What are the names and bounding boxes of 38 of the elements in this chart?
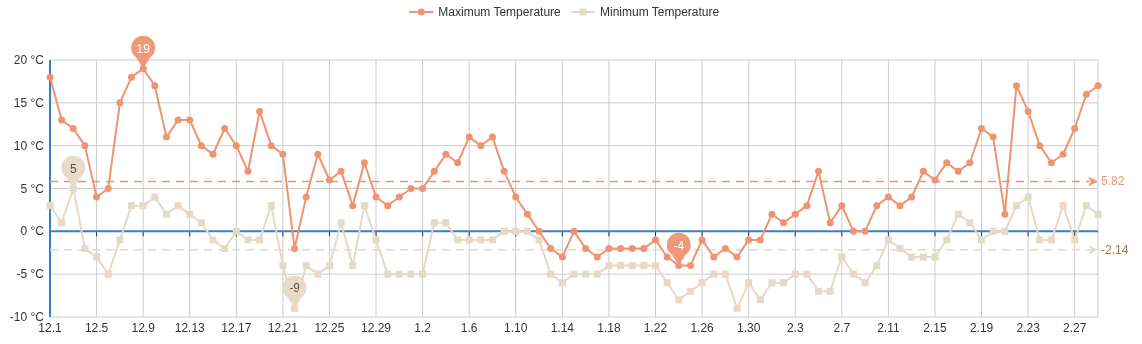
x-tick-label: 1.18 [597,321,621,335]
x-tick-label: 2.15 [923,321,947,335]
x-tick-label: 2.7 [833,321,851,335]
x-tick-label: 12.5 [84,321,109,335]
y-tick-label: -10 °C [9,310,45,324]
ref-line-label: 5.82 [1101,174,1125,189]
annotation: -4 [673,238,685,253]
x-tick-label: 12.25 [314,321,345,335]
annotation: 19 [136,41,151,56]
x-tick-label: 1.22 [643,321,668,335]
x-tick-label: 1.14 [550,321,575,335]
annotation: 5 [69,161,77,176]
x-tick-label: 2.27 [1063,321,1087,335]
x-tick-label: 12.13 [174,321,206,335]
x-tick-label: 12.9 [131,321,156,335]
x-tick-label: 1.2 [414,321,432,335]
x-tick-label: 1.10 [504,321,528,335]
x-tick-label: 1.6 [460,321,478,335]
x-tick-label: 1.30 [736,321,761,335]
x-tick-label: 2.19 [969,321,994,335]
legend-label: Maximum Temperature [438,5,562,19]
y-tick-label: 20 °C [13,53,45,67]
x-tick-label: 2.3 [786,321,804,335]
ref-line-label: -2.14 [1101,242,1129,257]
y-tick-label: 0 °C [20,224,45,239]
x-tick-label: 2.23 [1016,321,1041,335]
legend-label: Minimum Temperature [600,5,720,19]
x-tick-label: 12.21 [267,321,299,335]
x-tick-label: 12.29 [361,321,392,335]
x-tick-label: 2.11 [877,321,900,335]
y-tick-label: 15 °C [13,95,45,110]
y-tick-label: -5 °C [16,267,45,282]
x-tick-label: 12.1 [38,321,62,335]
y-tick-label: 10 °C [13,138,45,153]
annotation: -9 [289,281,301,296]
x-tick-label: 12.17 [221,321,252,335]
x-tick-label: 1.26 [690,321,715,335]
y-tick-label: 5 °C [20,181,45,196]
